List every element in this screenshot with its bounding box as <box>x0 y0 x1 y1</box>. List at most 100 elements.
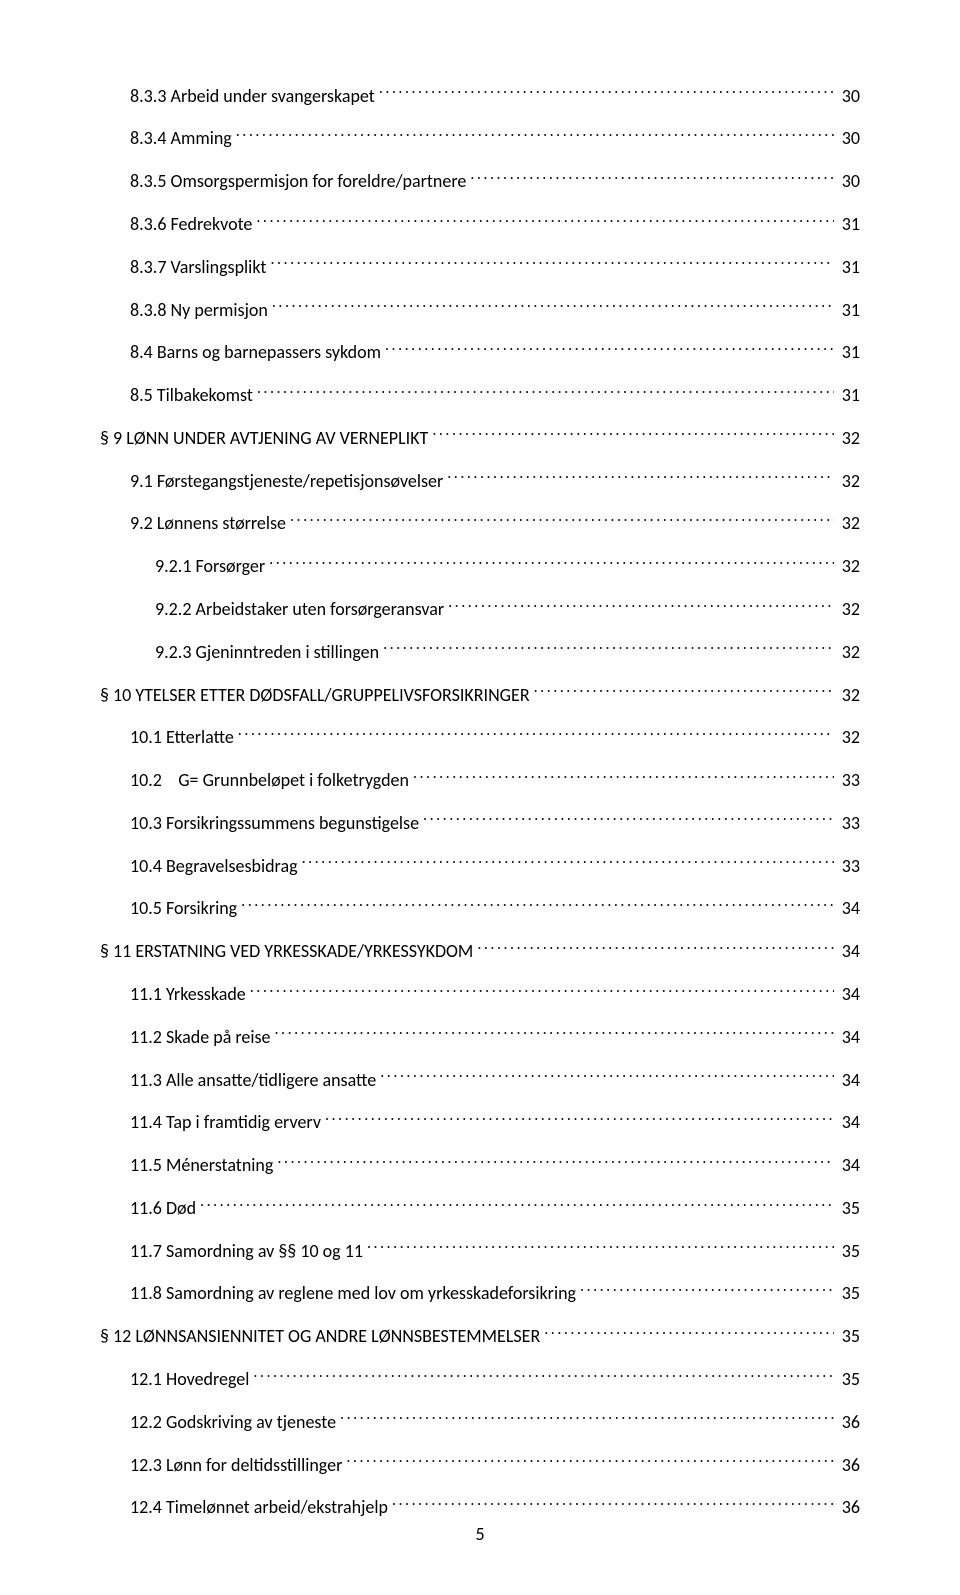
toc-leader-dots <box>392 1492 834 1514</box>
toc-leader-dots <box>290 508 834 530</box>
toc-leader-dots <box>580 1278 834 1300</box>
toc-entry[interactable]: 12.3 Lønn for deltidsstillinger 36 <box>100 1449 860 1478</box>
toc-entry-page: 34 <box>838 939 860 964</box>
toc-entry[interactable]: 12.2 Godskriving av tjeneste 36 <box>100 1406 860 1435</box>
toc-entry[interactable]: 11.2 Skade på reise 34 <box>100 1021 860 1050</box>
toc-entry-title: 11.1 Yrkesskade <box>130 982 246 1007</box>
toc-entry-title: § 12 LØNNSANSIENNITET OG ANDRE LØNNSBEST… <box>100 1324 540 1349</box>
toc-entry[interactable]: 10.1 Etterlatte32 <box>100 722 860 751</box>
toc-entry[interactable]: 9.2.2 Arbeidstaker uten forsørgeransvar 3… <box>100 593 860 622</box>
toc-entry[interactable]: 8.4 Barns og barnepassers sykdom 31 <box>100 337 860 366</box>
toc-entry-page: 34 <box>838 1068 860 1093</box>
toc-entry-title: 9.2 Lønnens størrelse <box>130 511 286 536</box>
toc-entry-title: 12.2 Godskriving av tjeneste <box>130 1410 336 1435</box>
toc-leader-dots <box>383 636 834 658</box>
toc-leader-dots <box>432 422 833 444</box>
toc-leader-dots <box>302 850 834 872</box>
toc-leader-dots <box>325 1107 834 1129</box>
toc-entry[interactable]: 8.3.6 Fedrekvote 31 <box>100 208 860 237</box>
toc-entry[interactable]: 11.8 Samordning av reglene med lov om yr… <box>100 1278 860 1307</box>
toc-entry[interactable]: 9.2.3 Gjeninntreden i stillingen32 <box>100 636 860 665</box>
toc-entry-title: 11.2 Skade på reise <box>130 1025 271 1050</box>
toc-entry-title: 10.5 Forsikring <box>130 896 237 921</box>
toc-leader-dots <box>250 978 834 1000</box>
toc-leader-dots <box>277 1150 833 1172</box>
toc-entry-title: 10.4 Begravelsesbidrag <box>130 854 298 879</box>
toc-entry-title: 8.3.6 Fedrekvote <box>130 212 252 237</box>
toc-entry-title: 12.4 Timelønnet arbeid/ekstrahjelp <box>130 1495 388 1520</box>
toc-leader-dots <box>238 722 834 744</box>
toc-entry-title: 8.3.8 Ny permisjon <box>130 298 268 323</box>
toc-entry[interactable]: 8.3.8 Ny permisjon 31 <box>100 294 860 323</box>
toc-entry[interactable]: 8.3.4 Amming30 <box>100 123 860 152</box>
toc-leader-dots <box>340 1406 834 1428</box>
toc-leader-dots <box>257 379 834 401</box>
toc-entry[interactable]: 11.7 Samordning av §§ 10 og 11 35 <box>100 1235 860 1264</box>
toc-entry-title: 8.3.4 Amming <box>130 126 232 151</box>
toc-entry[interactable]: 11.3 Alle ansatte/tidligere ansatte 34 <box>100 1064 860 1093</box>
toc-entry-title: 11.3 Alle ansatte/tidligere ansatte <box>130 1068 376 1093</box>
toc-entry-page: 36 <box>838 1410 860 1435</box>
toc-entry-title: 8.5 Tilbakekomst <box>130 383 253 408</box>
toc-leader-dots <box>270 251 833 273</box>
toc-entry[interactable]: 11.6 Død35 <box>100 1192 860 1221</box>
toc-leader-dots <box>413 765 834 787</box>
toc-entry[interactable]: 8.3.7 Varslingsplikt31 <box>100 251 860 280</box>
toc-entry[interactable]: 11.1 Yrkesskade 34 <box>100 978 860 1007</box>
toc-entry[interactable]: 11.4 Tap i framtidig erverv34 <box>100 1107 860 1136</box>
toc-entry[interactable]: § 10 YTELSER ETTER DØDSFALL/GRUPPELIVSFO… <box>100 679 860 708</box>
toc-entry-title: 9.2.2 Arbeidstaker uten forsørgeransvar <box>155 597 444 622</box>
toc-entry-title: 8.4 Barns og barnepassers sykdom <box>130 340 381 365</box>
toc-entry[interactable]: 9.2.1 Forsørger32 <box>100 551 860 580</box>
toc-entry-page: 33 <box>838 811 860 836</box>
toc-entry[interactable]: 10.3 Forsikringssummens begunstigelse33 <box>100 807 860 836</box>
toc-entry[interactable]: 8.3.5 Omsorgspermisjon for foreldre/part… <box>100 166 860 195</box>
toc-entry[interactable]: 11.5 Ménerstatning34 <box>100 1150 860 1179</box>
toc-entry-page: 35 <box>838 1281 860 1306</box>
toc-entry-page: 34 <box>838 1025 860 1050</box>
toc-entry-page: 34 <box>838 896 860 921</box>
toc-list: 8.3.3 Arbeid under svangerskapet30 8.3.4 … <box>100 80 860 1521</box>
toc-entry-page: 31 <box>838 212 860 237</box>
toc-entry[interactable]: § 9 LØNN UNDER AVTJENING AV VERNEPLIKT32 <box>100 422 860 451</box>
toc-entry-page: 32 <box>838 554 860 579</box>
toc-entry[interactable]: 8.5 Tilbakekomst31 <box>100 379 860 408</box>
toc-entry-page: 32 <box>838 597 860 622</box>
toc-entry[interactable]: 12.4 Timelønnet arbeid/ekstrahjelp 36 <box>100 1492 860 1521</box>
toc-entry[interactable]: 10.5 Forsikring 34 <box>100 893 860 922</box>
toc-entry-page: 36 <box>838 1495 860 1520</box>
toc-leader-dots <box>380 1064 834 1086</box>
toc-entry[interactable]: 12.1 Hovedregel 35 <box>100 1363 860 1392</box>
toc-entry-title: 11.7 Samordning av §§ 10 og 11 <box>130 1239 363 1264</box>
toc-leader-dots <box>379 80 834 102</box>
toc-entry[interactable]: § 12 LØNNSANSIENNITET OG ANDRE LØNNSBEST… <box>100 1321 860 1350</box>
toc-entry-page: 31 <box>838 340 860 365</box>
toc-leader-dots <box>367 1235 834 1257</box>
toc-entry-page: 33 <box>838 768 860 793</box>
toc-leader-dots <box>253 1363 833 1385</box>
toc-entry-title: 11.6 Død <box>130 1196 196 1221</box>
toc-entry[interactable]: 9.1 Førstegangstjeneste/repetisjonsøvels… <box>100 465 860 494</box>
toc-leader-dots <box>470 166 833 188</box>
toc-entry-title: 12.3 Lønn for deltidsstillinger <box>130 1453 342 1478</box>
toc-entry[interactable]: 8.3.3 Arbeid under svangerskapet30 <box>100 80 860 109</box>
toc-entry-title: 12.1 Hovedregel <box>130 1367 249 1392</box>
toc-entry-page: 30 <box>838 84 860 109</box>
toc-entry[interactable]: 10.4 Begravelsesbidrag33 <box>100 850 860 879</box>
toc-entry[interactable]: 10.2 G= Grunnbeløpet i folketrygden33 <box>100 765 860 794</box>
toc-entry[interactable]: 9.2 Lønnens størrelse32 <box>100 508 860 537</box>
toc-entry-page: 32 <box>838 683 860 708</box>
toc-entry-page: 34 <box>838 982 860 1007</box>
toc-entry-title: 9.2.3 Gjeninntreden i stillingen <box>155 640 379 665</box>
toc-entry-title: 9.1 Førstegangstjeneste/repetisjonsøvels… <box>130 469 443 494</box>
toc-entry[interactable]: § 11 ERSTATNING VED YRKESSKADE/YRKESSYKD… <box>100 936 860 965</box>
toc-entry-page: 32 <box>838 469 860 494</box>
toc-entry-page: 35 <box>838 1367 860 1392</box>
toc-entry-page: 31 <box>838 298 860 323</box>
toc-entry-page: 35 <box>838 1239 860 1264</box>
page-number: 5 <box>0 1523 960 1545</box>
toc-entry-title: 8.3.7 Varslingsplikt <box>130 255 266 280</box>
toc-entry-page: 36 <box>838 1453 860 1478</box>
toc-leader-dots <box>534 679 834 701</box>
toc-leader-dots <box>477 936 833 958</box>
